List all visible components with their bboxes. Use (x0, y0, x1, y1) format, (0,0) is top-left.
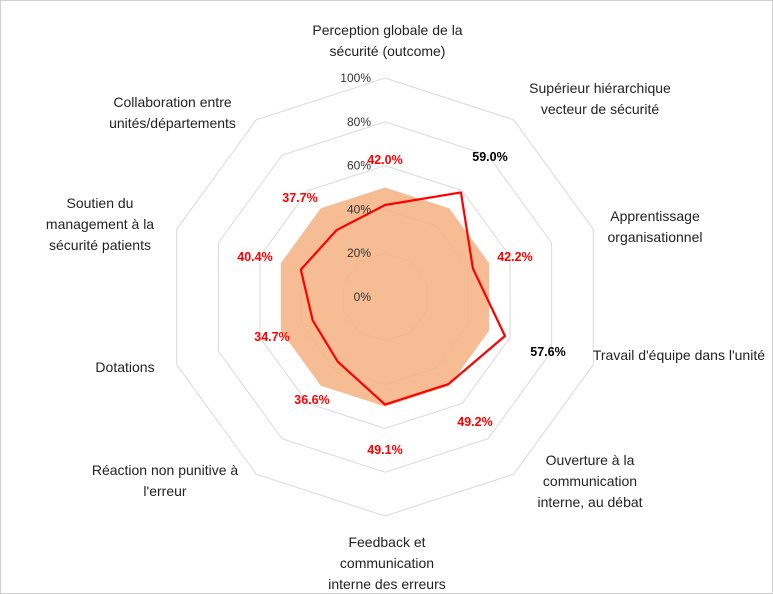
category-label: Collaboration entre unités/départements (109, 94, 236, 131)
value-label: 42.2% (497, 250, 532, 264)
category-label: Perception globale de la sécurité (outco… (312, 22, 463, 59)
grid-ring (176, 77, 594, 517)
value-label: 40.4% (237, 250, 272, 264)
grid-ring (259, 165, 511, 429)
category-label: Ouverture à la communication interne, au… (537, 452, 643, 510)
tick-label: 100% (340, 71, 371, 85)
tick-label: 0% (354, 290, 372, 304)
line (299, 191, 507, 406)
value-label: 36.6% (294, 393, 329, 407)
value-label: 49.2% (457, 415, 492, 429)
tick-label: 60% (347, 159, 371, 173)
category-label: Feedback et communication interne des er… (328, 534, 446, 592)
value-label: 59.0% (472, 150, 507, 164)
value-label: 49.1% (367, 443, 402, 457)
area (280, 187, 490, 407)
category-label: Travail d'équipe dans l'unité (592, 347, 765, 363)
category-label: Dotations (95, 359, 155, 375)
category-label: Soutien du management à la sécurité pati… (45, 195, 155, 253)
value-label: 42.0% (367, 153, 402, 167)
value-label: 37.7% (282, 191, 317, 205)
tick-label: 20% (347, 246, 371, 260)
tick-label: 80% (347, 115, 371, 129)
category-label: Réaction non punitive à l'erreur (91, 462, 239, 499)
category-label: Supérieur hiérarchique vecteur de sécuri… (529, 80, 671, 117)
grid-ring (217, 121, 553, 473)
value-label: 34.7% (254, 330, 289, 344)
category-label: Apprentissage organisationnel (607, 208, 703, 245)
value-label: 57.6% (530, 345, 565, 359)
tick-label: 40% (347, 202, 371, 216)
